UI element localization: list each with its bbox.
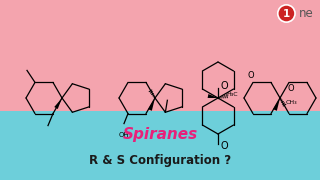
Circle shape [278,5,295,22]
Text: O: O [288,84,294,93]
Text: CH₃: CH₃ [286,100,298,105]
Text: O: O [248,71,254,80]
Polygon shape [208,94,218,98]
Text: O: O [221,141,228,151]
Text: Spiranes: Spiranes [122,127,198,142]
Bar [0,111,320,180]
Text: 1: 1 [283,8,290,19]
Text: ne: ne [299,7,314,20]
Polygon shape [273,98,280,111]
Text: O: O [221,81,228,91]
Bar [0,0,320,111]
Polygon shape [148,98,155,111]
Text: OH: OH [119,132,129,138]
Text: R & S Configuration ?: R & S Configuration ? [89,154,231,167]
Polygon shape [54,98,62,109]
Text: H₃C: H₃C [226,91,238,96]
